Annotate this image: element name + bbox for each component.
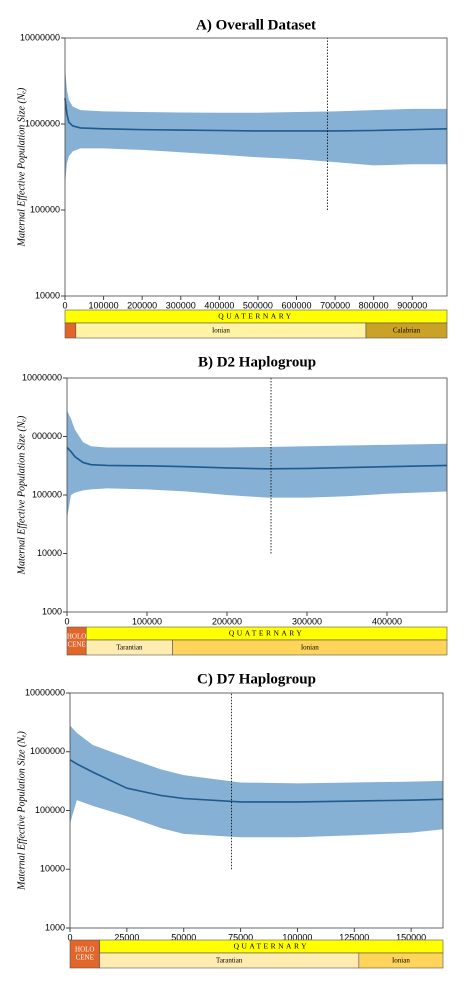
x-tick-label: 0 — [67, 932, 72, 942]
x-tick-label: 50000 — [171, 932, 196, 942]
x-tick-label: 25000 — [114, 932, 139, 942]
stage-bar — [365, 322, 448, 339]
y-tick-label: 10000000 — [22, 372, 62, 382]
y-tick-label: 10000000 — [25, 687, 65, 697]
y-tick-label: 10000 — [40, 864, 65, 874]
plot-frame — [64, 37, 448, 297]
stage-bar — [172, 639, 448, 656]
stage-label: HOLO — [75, 946, 94, 954]
period-label: QUATERNARY — [234, 942, 309, 951]
chart-title: C) D7 Haplogroup — [197, 671, 316, 687]
x-tick-label: 0 — [64, 616, 69, 626]
stage-bar — [64, 322, 77, 339]
x-tick-label: 700000 — [320, 300, 350, 310]
hpd-band — [67, 410, 447, 519]
y-axis-label: Maternal Effective Population Size (Nₑ) — [16, 415, 27, 575]
stage-label: Ionian — [392, 957, 410, 965]
y-tick-label: 100000 — [35, 805, 65, 815]
chart-title: A) Overall Dataset — [196, 17, 316, 33]
stage-bar — [358, 952, 444, 969]
x-tick-label: 150000 — [396, 932, 426, 942]
x-tick-label: 800000 — [359, 300, 389, 310]
x-tick-label: 400000 — [204, 300, 234, 310]
median-line — [66, 446, 448, 470]
x-tick-label: 500000 — [243, 300, 273, 310]
x-tick-label: 75000 — [228, 932, 253, 942]
x-tick-label: 300000 — [166, 300, 196, 310]
x-tick-label: 900000 — [397, 300, 427, 310]
x-tick-label: 400000 — [372, 616, 402, 626]
x-tick-label: 100000 — [89, 300, 119, 310]
stage-label: CENE — [76, 954, 94, 962]
chart-panel: B) D2 Haplogroup Maternal Effective Popul… — [16, 354, 448, 656]
median-line — [64, 98, 448, 132]
y-tick-label: 100000 — [30, 204, 60, 214]
x-tick-label: 100000 — [132, 616, 162, 626]
chart-panel: C) D7 Haplogroup Maternal Effective Popul… — [16, 671, 444, 969]
period-label: QUATERNARY — [218, 312, 293, 321]
stage-label: CENE — [67, 641, 85, 649]
stage-label: Calabrian — [393, 327, 421, 335]
y-tick-label: 000000 — [32, 431, 62, 441]
y-axis-label: Maternal Effective Population Size (Nₑ) — [16, 87, 27, 247]
stage-label: Tarantian — [216, 957, 243, 965]
y-tick-label: 100000 — [32, 489, 62, 499]
y-tick-label: 1000 — [45, 922, 65, 932]
x-tick-label: 600000 — [281, 300, 311, 310]
stage-label: Ionian — [212, 327, 230, 335]
y-tick-label: 10000 — [37, 548, 62, 558]
chart-title: B) D2 Haplogroup — [198, 354, 316, 370]
y-tick-label: 1000000 — [25, 118, 60, 128]
median-line — [69, 759, 444, 803]
x-tick-label: 200000 — [127, 300, 157, 310]
chart-panel: A) Overall Dataset Maternal Effective Pop… — [16, 17, 448, 339]
stage-label: HOLO — [67, 633, 86, 641]
stage-bar — [69, 939, 100, 969]
hpd-band — [65, 67, 447, 185]
y-axis-label: Maternal Effective Population Size (Nₑ) — [16, 730, 27, 890]
y-tick-label: 1000000 — [30, 746, 65, 756]
x-tick-label: 125000 — [339, 932, 369, 942]
period-label: QUATERNARY — [229, 629, 304, 638]
stage-label: Ionian — [301, 644, 319, 652]
stage-label: Tarantian — [116, 644, 143, 652]
x-tick-label: 100000 — [282, 932, 312, 942]
hpd-band — [70, 725, 443, 838]
y-tick-label: 10000000 — [20, 32, 60, 42]
x-tick-label: 200000 — [212, 616, 242, 626]
y-tick-label: 1000 — [42, 606, 62, 616]
x-tick-label: 0 — [62, 300, 67, 310]
y-tick-label: 10000 — [35, 290, 60, 300]
x-tick-label: 300000 — [292, 616, 322, 626]
